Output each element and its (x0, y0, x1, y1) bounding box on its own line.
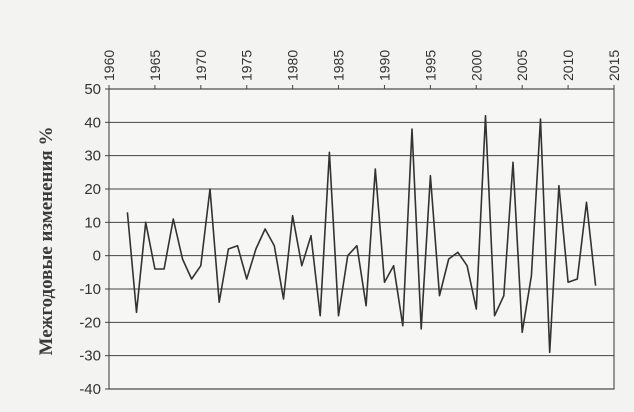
y-tick-label: 50 (84, 81, 101, 98)
x-tick-label: 1990 (376, 50, 392, 81)
x-tick-label: 2010 (560, 50, 576, 81)
x-tick-label: 1975 (239, 50, 255, 81)
y-tick-label: 30 (84, 148, 101, 165)
x-axis-ticks: 1960 1965 1970 1975 1980 1985 1990 1995 2000 2005… (101, 50, 622, 89)
y-tick-label: 40 (84, 114, 101, 131)
y-tick-label: -10 (79, 281, 101, 298)
x-tick-label: 2005 (514, 50, 530, 81)
y-tick-label: -30 (79, 348, 101, 365)
series-line (126, 114, 597, 354)
y-tick-label: -40 (79, 381, 101, 398)
y-axis-ticks: 50 40 30 20 10 0 -10 -20 -30 -40 (79, 81, 109, 398)
x-tick-label: 1965 (147, 50, 163, 81)
y-tick-label: 0 (93, 248, 101, 265)
y-axis-label: Межгодовые изменения % (36, 127, 57, 356)
x-tick-label: 1970 (193, 50, 209, 81)
x-tick-label: 1980 (285, 50, 301, 81)
y-tick-label: 10 (84, 214, 101, 231)
x-tick-label: 1960 (101, 50, 117, 81)
y-tick-label: -20 (79, 314, 101, 331)
y-tick-label: 20 (84, 181, 101, 198)
plot-area (108, 88, 615, 390)
x-tick-label: 2000 (468, 50, 484, 81)
x-tick-label: 2015 (606, 50, 622, 81)
x-tick-label: 1985 (331, 50, 347, 81)
x-tick-label: 1995 (422, 50, 438, 81)
grid-lines (109, 88, 614, 390)
